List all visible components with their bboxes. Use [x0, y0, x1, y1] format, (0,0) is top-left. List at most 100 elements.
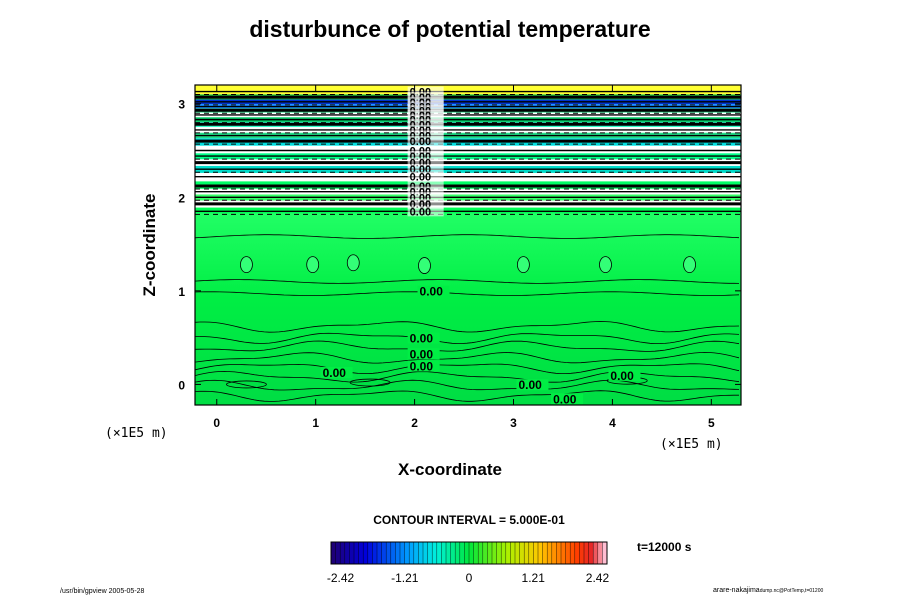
colorbar-segment: [528, 542, 534, 564]
colorbar-segment: [386, 542, 392, 564]
color-band: [195, 207, 741, 214]
label-bg: [407, 206, 444, 217]
contour-cell: [226, 380, 267, 389]
x-unit-label: (×1E5 m): [660, 437, 723, 452]
x-tick-label: 0: [213, 416, 220, 430]
colorbar-tick-label: 1.21: [522, 571, 546, 585]
colorbar-segment: [455, 542, 461, 564]
colorbar-segment: [459, 542, 465, 564]
time-label: t=12000 s: [637, 540, 692, 554]
label-bg: [407, 348, 440, 360]
contour-line-lower: [195, 321, 740, 333]
contour-label-upper: 0.00: [410, 206, 431, 218]
footer-source: arare-nakajimadump.nc@PotTemp,t=01200: [713, 587, 823, 594]
colorbar-segment: [533, 542, 539, 564]
colorbar-segment: [404, 542, 410, 564]
contour-label: 0.00: [518, 378, 542, 392]
z-unit-label: (×1E5 m): [105, 426, 168, 441]
colorbar-segment: [441, 542, 447, 564]
label-bg: [407, 186, 444, 197]
label-bg: [407, 136, 444, 147]
colorbar-segment: [584, 542, 590, 564]
footer-file: dump.nc@PotTemp,t=01200: [759, 588, 824, 594]
colorbar-segment: [436, 542, 442, 564]
colorbar-segment: [547, 542, 553, 564]
label-bg: [407, 119, 444, 130]
colorbar-segment: [381, 542, 387, 564]
label-bg: [407, 124, 444, 135]
contour-cell: [683, 256, 696, 274]
colorbar-segment: [464, 542, 470, 564]
chart-title: disturbunce of potential temperature: [249, 16, 651, 42]
contour-cell: [346, 254, 360, 272]
colorbar-segment: [538, 542, 544, 564]
colorbar-segment: [492, 542, 498, 564]
colorbar-segment: [593, 542, 599, 564]
footer-author: arare-nakajima: [713, 587, 760, 594]
contour-label: 0.00: [410, 331, 434, 345]
label-bg: [407, 130, 444, 141]
colorbar-segment: [372, 542, 378, 564]
contour-label-upper: 0.00: [410, 136, 431, 148]
x-tick-label: 5: [708, 416, 715, 430]
contour-label: 0.00: [420, 285, 444, 299]
colorbar: -2.42 -1.21 0 1.21 2.42: [327, 541, 609, 585]
contour-line-lower: [195, 279, 740, 284]
colorbar-segment: [519, 542, 525, 564]
x-axis-label: X-coordinate: [398, 460, 502, 479]
y-tick-label: 3: [178, 98, 185, 112]
colorbar-segment: [395, 542, 401, 564]
colorbar-segment: [551, 542, 557, 564]
colorbar-segment: [597, 542, 603, 564]
contour-line-lower: [195, 234, 740, 239]
colorbar-segment: [501, 542, 507, 564]
colorbar-tick-label: -2.42: [327, 571, 355, 585]
colorbar-segment: [570, 542, 576, 564]
label-bg: [516, 379, 549, 391]
color-band: [195, 145, 741, 154]
contour-line-lower: [195, 340, 740, 352]
label-bg: [551, 393, 584, 405]
colorbar-segment: [469, 542, 475, 564]
colorbar-segment: [400, 542, 406, 564]
colorbar-tick-label: 0: [466, 571, 473, 585]
colorbar-segment: [487, 542, 493, 564]
label-bg: [320, 367, 353, 379]
colorbar-segment: [496, 542, 502, 564]
contour-line-lower: [195, 351, 740, 364]
colorbar-segment: [340, 542, 346, 564]
contour-cell: [418, 257, 431, 274]
colorbar-segment: [574, 542, 580, 564]
colorbar-segment: [331, 542, 337, 564]
y-tick-label: 2: [178, 191, 185, 205]
colorbar-segment: [482, 542, 488, 564]
colorbar-tick-label: -1.21: [391, 571, 419, 585]
label-bg: [407, 192, 444, 203]
colorbar-segment: [377, 542, 383, 564]
contour-label-upper: 0.00: [410, 172, 431, 184]
colorbar-segment: [478, 542, 484, 564]
label-bg: [407, 198, 444, 209]
plot-area: 0.000.000.000.000.000.000.000.000.000.00…: [195, 85, 741, 405]
x-tick-label: 2: [411, 416, 418, 430]
contour-line-lower: [195, 390, 739, 402]
colorbar-segment: [473, 542, 479, 564]
x-tick-label: 1: [312, 416, 319, 430]
label-bg: [417, 285, 450, 297]
colorbar-segment: [413, 542, 419, 564]
colorbar-segment: [579, 542, 585, 564]
colorbar-segment: [510, 542, 516, 564]
colorbar-segment: [588, 542, 594, 564]
colorbar-segment: [367, 542, 373, 564]
contour-line-lower: [195, 291, 740, 296]
label-bg: [407, 332, 440, 344]
contour-line-lower: [195, 379, 740, 391]
colorbar-segment: [556, 542, 562, 564]
contour-label: 0.00: [410, 360, 434, 374]
colorbar-segment: [561, 542, 567, 564]
colorbar-segment: [349, 542, 355, 564]
plot-frame: [194, 84, 742, 406]
colorbar-segment: [565, 542, 571, 564]
colorbar-segment: [542, 542, 548, 564]
label-bg: [407, 164, 444, 175]
